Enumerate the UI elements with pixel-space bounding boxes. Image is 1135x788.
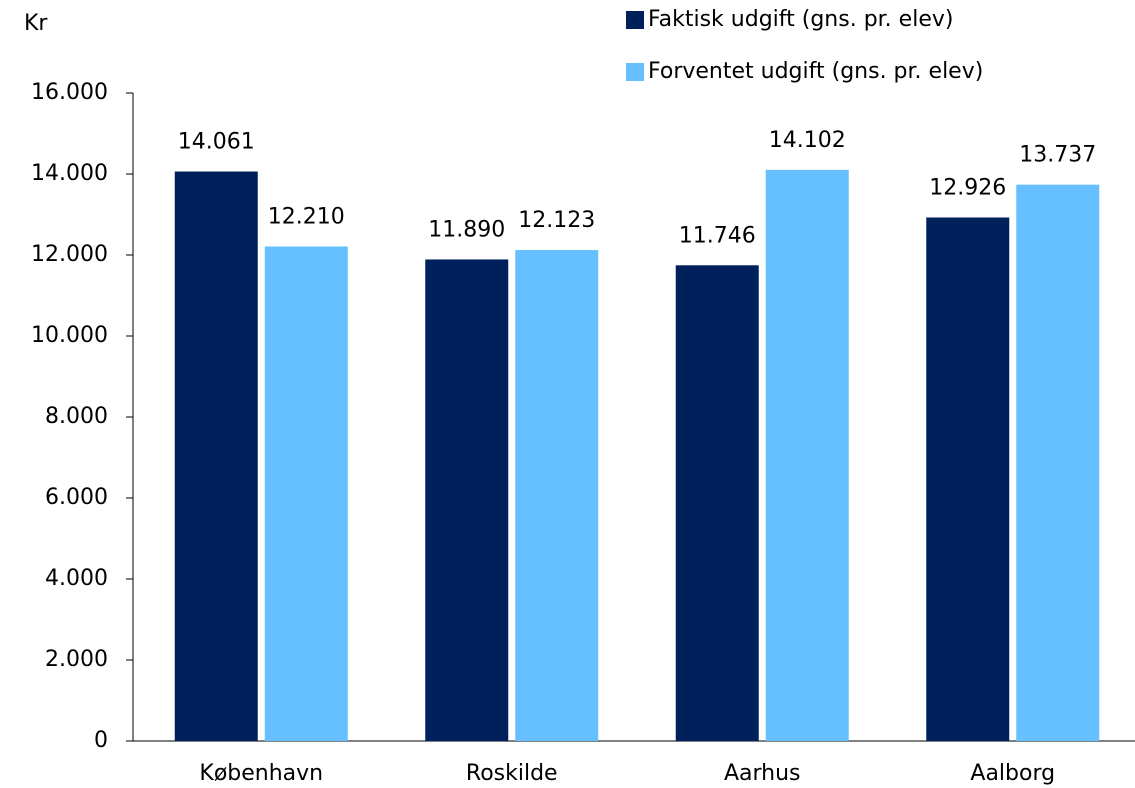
y-tick-label: 14.000 [31, 161, 108, 186]
bar [1016, 184, 1100, 742]
bar [264, 246, 348, 741]
value-label: 14.102 [769, 128, 846, 153]
y-tick-label: 12.000 [31, 242, 108, 267]
legend-label: Faktisk udgift (gns. pr. elev) [648, 7, 953, 32]
legend-label: Forventet udgift (gns. pr. elev) [648, 59, 983, 84]
value-label: 12.123 [518, 208, 595, 233]
y-tick-label: 6.000 [45, 485, 108, 510]
bar [765, 169, 849, 741]
legend-swatch [626, 11, 644, 29]
x-tick-label: Aarhus [724, 761, 801, 786]
value-label: 12.926 [929, 175, 1006, 200]
value-label: 11.890 [428, 217, 505, 242]
bar [425, 259, 509, 741]
bar [675, 265, 759, 741]
y-tick-label: 0 [94, 728, 108, 753]
x-tick-label: Aalborg [970, 761, 1055, 786]
value-label: 14.061 [178, 130, 255, 155]
y-tick-label: 10.000 [31, 323, 108, 348]
y-tick-label: 16.000 [31, 80, 108, 105]
y-axis-label: Kr [24, 11, 48, 36]
x-tick-label: København [199, 761, 323, 786]
y-tick-label: 4.000 [45, 566, 108, 591]
bar [174, 171, 258, 742]
x-tick-label: Roskilde [466, 761, 558, 786]
value-label: 11.746 [679, 223, 756, 248]
y-tick-label: 2.000 [45, 647, 108, 672]
legend-swatch [626, 63, 644, 81]
bar [515, 250, 599, 741]
value-label: 13.737 [1019, 143, 1096, 168]
bar [926, 217, 1010, 741]
y-tick-label: 8.000 [45, 404, 108, 429]
value-label: 12.210 [268, 204, 345, 229]
